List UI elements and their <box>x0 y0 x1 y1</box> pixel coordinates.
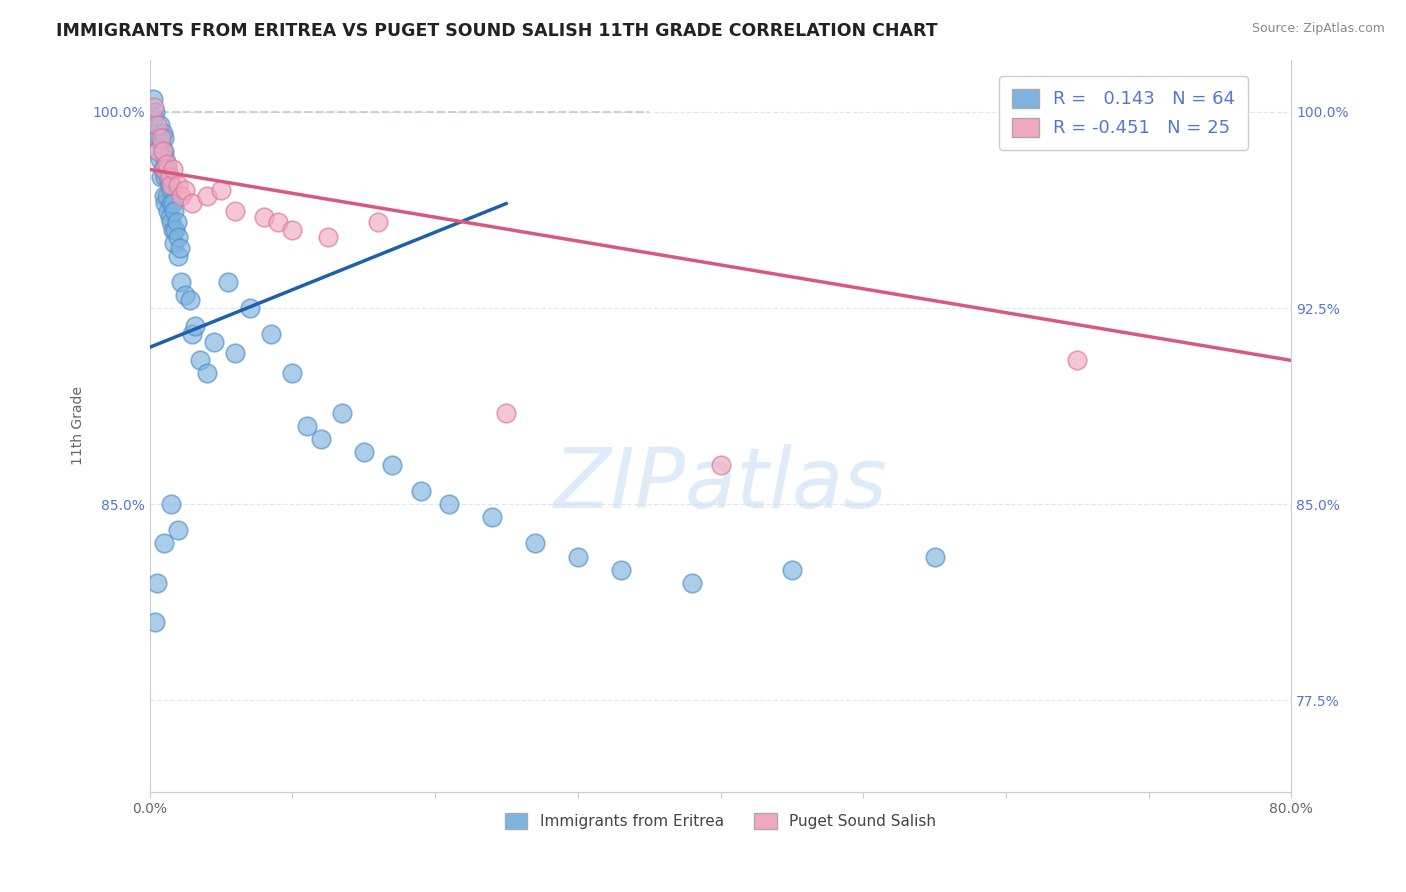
Point <box>188 353 211 368</box>
Point <box>156 162 179 177</box>
Point <box>159 178 181 193</box>
Point <box>155 196 177 211</box>
Point <box>174 288 197 302</box>
Point <box>495 406 517 420</box>
Point <box>184 319 207 334</box>
Point <box>153 162 176 177</box>
Point <box>179 293 201 308</box>
Point <box>146 118 169 132</box>
Point <box>481 510 503 524</box>
Point <box>309 432 332 446</box>
Point <box>167 230 190 244</box>
Point <box>165 222 187 236</box>
Point <box>156 157 179 171</box>
Point <box>159 210 181 224</box>
Point <box>148 131 170 145</box>
Point <box>281 222 304 236</box>
Point <box>209 183 232 197</box>
Point <box>295 418 318 433</box>
Point <box>146 126 169 140</box>
Point <box>174 183 197 197</box>
Point <box>160 215 183 229</box>
Point <box>780 563 803 577</box>
Point <box>142 100 165 114</box>
Point <box>157 170 180 185</box>
Point <box>152 126 174 140</box>
Point <box>149 118 172 132</box>
Point <box>260 327 283 342</box>
Point <box>195 188 218 202</box>
Point <box>141 92 163 106</box>
Point <box>153 131 176 145</box>
Point <box>202 334 225 349</box>
Point <box>167 249 190 263</box>
Point <box>330 406 353 420</box>
Point <box>153 188 176 202</box>
Point <box>381 458 404 472</box>
Point <box>166 215 188 229</box>
Point <box>439 497 461 511</box>
Point <box>181 327 204 342</box>
Point <box>162 222 184 236</box>
Point <box>170 275 193 289</box>
Point <box>149 152 172 166</box>
Point <box>253 210 276 224</box>
Point <box>150 131 173 145</box>
Legend: Immigrants from Eritrea, Puget Sound Salish: Immigrants from Eritrea, Puget Sound Sal… <box>498 806 942 836</box>
Point <box>224 204 246 219</box>
Point <box>152 144 174 158</box>
Point <box>142 110 165 124</box>
Point <box>239 301 262 315</box>
Point <box>181 196 204 211</box>
Point <box>170 188 193 202</box>
Point <box>152 162 174 177</box>
Point <box>316 230 339 244</box>
Point <box>709 458 731 472</box>
Point <box>169 241 191 255</box>
Point <box>681 575 703 590</box>
Point <box>160 497 183 511</box>
Text: ZIPatlas: ZIPatlas <box>554 444 887 524</box>
Point <box>150 136 173 151</box>
Point <box>162 196 184 211</box>
Y-axis label: 11th Grade: 11th Grade <box>72 386 86 466</box>
Point <box>146 144 169 158</box>
Point <box>160 178 183 193</box>
Point <box>267 215 290 229</box>
Point <box>153 536 176 550</box>
Point <box>153 144 176 158</box>
Point <box>153 162 176 177</box>
Point <box>353 445 375 459</box>
Point <box>163 235 186 250</box>
Point <box>167 524 190 538</box>
Point <box>523 536 546 550</box>
Point <box>281 367 304 381</box>
Point <box>167 178 190 193</box>
Point <box>155 152 177 166</box>
Point <box>160 196 183 211</box>
Point <box>224 345 246 359</box>
Point <box>163 204 186 219</box>
Point <box>609 563 631 577</box>
Point <box>145 104 167 119</box>
Point <box>156 188 179 202</box>
Point <box>924 549 946 564</box>
Point <box>159 170 181 185</box>
Point <box>367 215 389 229</box>
Point <box>150 170 173 185</box>
Point <box>409 484 432 499</box>
Point <box>148 144 170 158</box>
Point <box>160 183 183 197</box>
Point <box>145 615 167 629</box>
Point <box>217 275 239 289</box>
Text: Source: ZipAtlas.com: Source: ZipAtlas.com <box>1251 22 1385 36</box>
Point <box>155 170 177 185</box>
Point <box>162 162 184 177</box>
Point <box>146 575 169 590</box>
Point <box>1066 353 1088 368</box>
Point <box>195 367 218 381</box>
Point <box>157 204 180 219</box>
Point <box>567 549 589 564</box>
Text: IMMIGRANTS FROM ERITREA VS PUGET SOUND SALISH 11TH GRADE CORRELATION CHART: IMMIGRANTS FROM ERITREA VS PUGET SOUND S… <box>56 22 938 40</box>
